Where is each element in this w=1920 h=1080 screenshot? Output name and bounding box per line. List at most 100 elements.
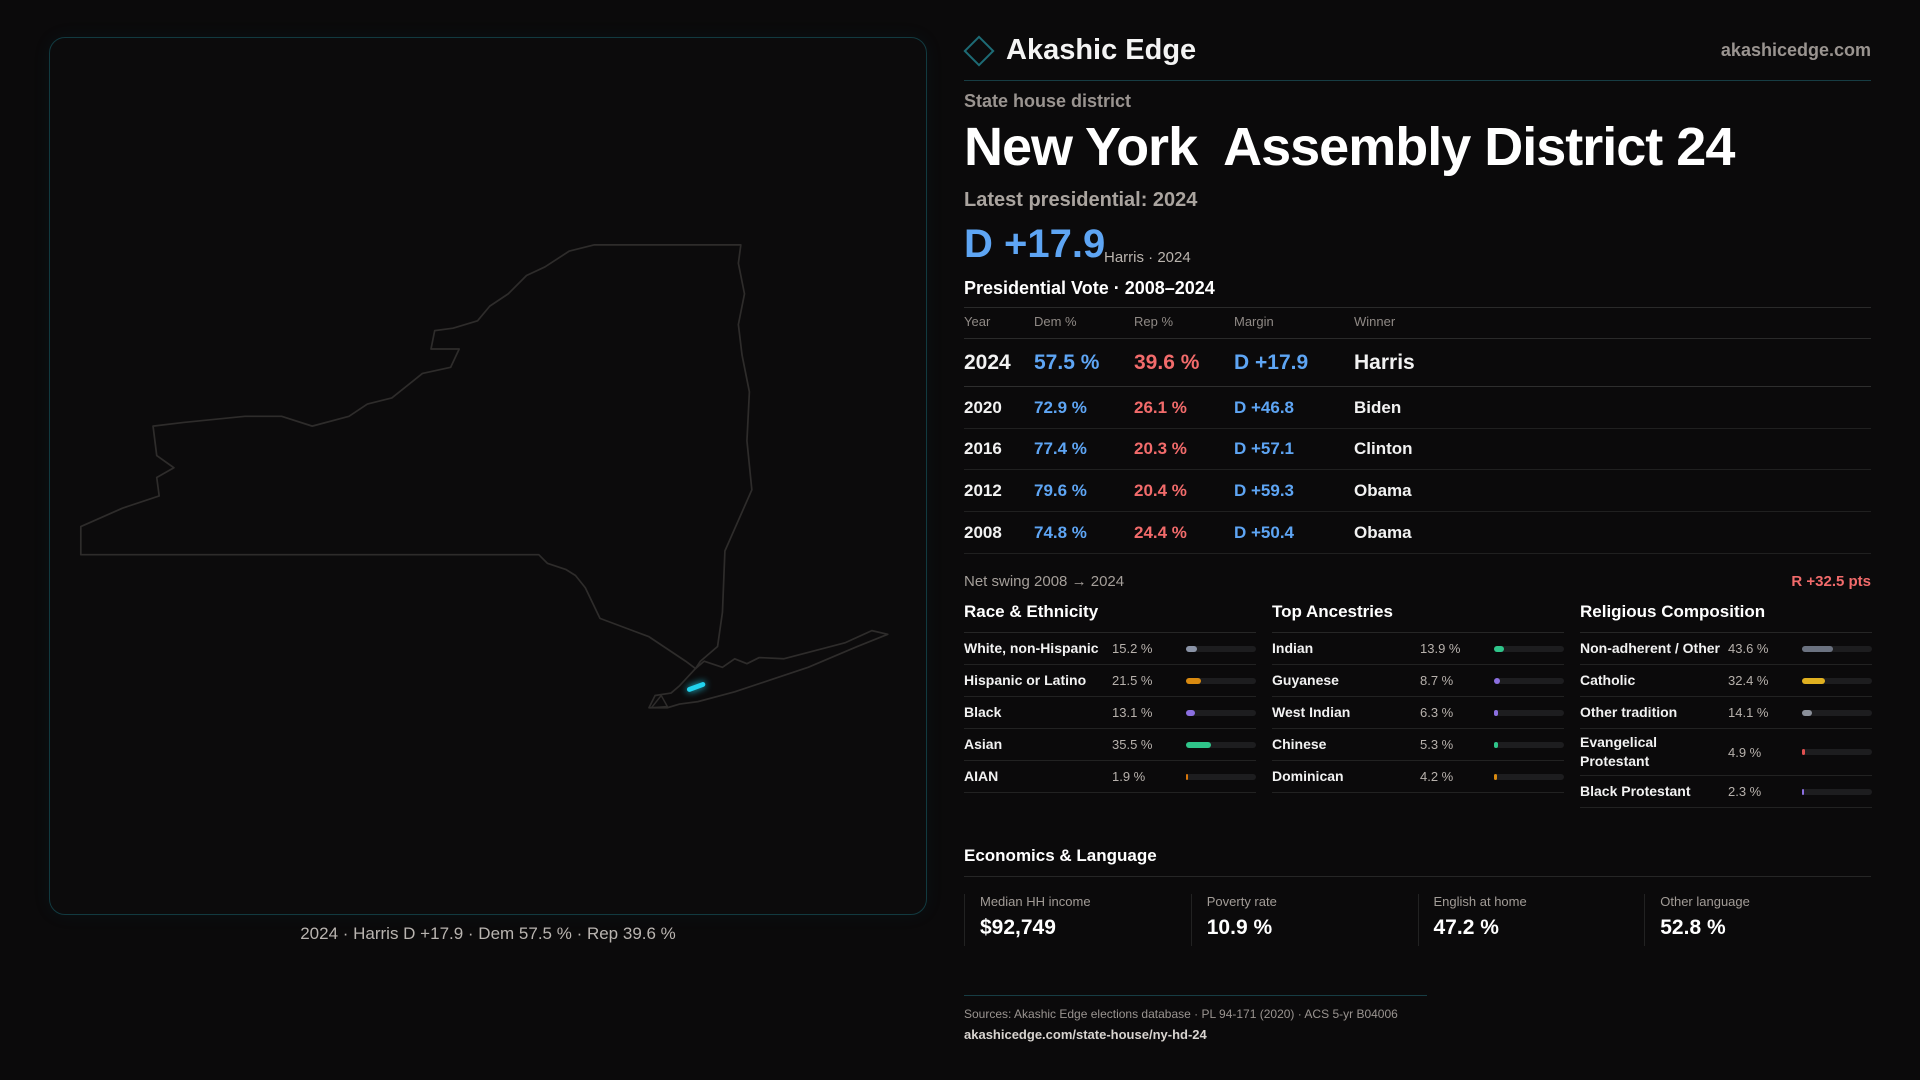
row-label: Catholic xyxy=(1580,672,1636,688)
demographic-row: Chinese 5.3 % xyxy=(1272,729,1564,761)
footer-divider xyxy=(964,995,1427,996)
bar-track xyxy=(1186,773,1256,780)
row-value: 43.6 % xyxy=(1728,641,1769,656)
demographic-row: Guyanese 8.7 % xyxy=(1272,665,1564,697)
stat-card: Other language 52.8 % xyxy=(1644,894,1871,946)
column-header: Winner xyxy=(1354,314,1396,329)
year-cell: 2020 xyxy=(964,398,1002,417)
bar-fill xyxy=(1494,677,1501,684)
bar-fill xyxy=(1186,741,1211,748)
stat-value: $92,749 xyxy=(980,916,1056,939)
table-row[interactable]: 2012 79.6 % 20.4 % D +59.3 Obama xyxy=(964,470,1871,512)
demographic-row: Evangelical Protestant 4.9 % xyxy=(1580,729,1872,776)
demographic-row: Hispanic or Latino 21.5 % xyxy=(964,665,1256,697)
row-label: Black Protestant xyxy=(1580,783,1691,799)
row-value: 5.3 % xyxy=(1420,737,1454,752)
demographic-row: Other tradition 14.1 % xyxy=(1580,697,1872,729)
margin-cell: D +59.3 xyxy=(1234,481,1295,500)
bar-fill xyxy=(1802,749,1806,755)
rep-pct-cell: 20.3 % xyxy=(1134,439,1187,458)
bar-fill xyxy=(1494,773,1497,780)
bar-fill xyxy=(1802,677,1825,684)
row-value: 2.3 % xyxy=(1728,784,1762,799)
row-label: Evangelical Protestant xyxy=(1580,734,1658,769)
table-row[interactable]: 2024 57.5 % 39.6 % D +17.9 Harris xyxy=(964,341,1871,387)
table-row[interactable]: 2008 74.8 % 24.4 % D +50.4 Obama xyxy=(964,512,1871,554)
winner-cell: Biden xyxy=(1354,398,1402,417)
bar-fill xyxy=(1186,773,1188,780)
row-label: Hispanic or Latino xyxy=(964,672,1087,688)
dem-pct-cell: 57.5 % xyxy=(1034,351,1100,374)
bar-track xyxy=(1186,709,1256,716)
divider xyxy=(964,307,1871,308)
row-value: 21.5 % xyxy=(1112,673,1153,688)
stat-value: 10.9 % xyxy=(1206,916,1273,939)
year-cell: 2012 xyxy=(964,481,1002,500)
bar-track xyxy=(1802,749,1872,755)
economics-cards: Median HH income $92,749 Poverty rate 10.9 … xyxy=(964,894,1871,946)
demographic-row: Indian 13.9 % xyxy=(1272,633,1564,665)
rep-pct-cell: 24.4 % xyxy=(1134,523,1187,542)
demographic-row: White, non-Hispanic 15.2 % xyxy=(964,633,1256,665)
section-title: Race & Ethnicity xyxy=(964,602,1256,633)
row-label: White, non-Hispanic xyxy=(964,640,1099,656)
row-value: 13.9 % xyxy=(1420,641,1461,656)
bar-track xyxy=(1186,645,1256,652)
bar-track xyxy=(1186,677,1256,684)
row-label: Guyanese xyxy=(1272,672,1339,688)
net-swing-label: Net swing 2008 → 2024 xyxy=(964,573,1125,590)
margin-cell: D +57.1 xyxy=(1234,439,1295,458)
page-title: New York Assembly District 24 xyxy=(964,117,1735,177)
winner-cell: Clinton xyxy=(1354,439,1413,458)
bar-track xyxy=(1494,709,1564,716)
column-header: Dem % xyxy=(1034,314,1077,329)
site-link[interactable]: akashicedge.com xyxy=(1720,40,1871,60)
bar-track xyxy=(1186,741,1256,748)
table-row[interactable]: 2020 72.9 % 26.1 % D +46.8 Biden xyxy=(964,387,1871,429)
stat-label: Median HH income xyxy=(980,894,1091,909)
row-value: 8.7 % xyxy=(1420,673,1454,688)
rep-pct-cell: 39.6 % xyxy=(1134,351,1200,374)
row-label: Chinese xyxy=(1272,736,1327,752)
bar-track xyxy=(1494,773,1564,780)
dem-pct-cell: 72.9 % xyxy=(1034,398,1087,417)
margin-cell: D +50.4 xyxy=(1234,523,1295,542)
bar-fill xyxy=(1494,645,1504,652)
bar-track xyxy=(1802,709,1872,716)
year-cell: 2008 xyxy=(964,523,1002,542)
demographic-section: Religious Composition Non-adherent / Othe… xyxy=(1580,602,1872,808)
bar-track xyxy=(1802,788,1872,795)
latest-sub: Harris · 2024 xyxy=(1104,249,1191,266)
demographic-row: Black 13.1 % xyxy=(964,697,1256,729)
sources: Sources: Akashic Edge elections database… xyxy=(964,1007,1398,1021)
row-label: Dominican xyxy=(1272,768,1344,784)
demographic-row: Black Protestant 2.3 % xyxy=(1580,776,1872,808)
demographic-row: Asian 35.5 % xyxy=(964,729,1256,761)
stat-label: Poverty rate xyxy=(1206,894,1277,909)
brand: Akashic Edge xyxy=(963,34,1196,67)
bar-fill xyxy=(1802,645,1833,652)
bar-fill xyxy=(1494,709,1499,716)
bar-track xyxy=(1494,645,1564,652)
row-value: 32.4 % xyxy=(1728,673,1769,688)
row-label: AIAN xyxy=(964,768,999,784)
row-label: West Indian xyxy=(1272,704,1351,720)
map-panel[interactable] xyxy=(49,37,927,915)
margin-cell: D +17.9 xyxy=(1234,351,1309,374)
demographic-row: Non-adherent / Other 43.6 % xyxy=(1580,633,1872,665)
demographic-row: AIAN 1.9 % xyxy=(964,761,1256,793)
net-swing-value: R +32.5 pts xyxy=(1791,573,1871,590)
bar-fill xyxy=(1186,645,1197,652)
page-url[interactable]: akashicedge.com/state-house/ny-hd-24 xyxy=(964,1027,1207,1042)
bar-track xyxy=(1802,677,1872,684)
row-label: Indian xyxy=(1272,640,1314,656)
table-row[interactable]: 2016 77.4 % 20.3 % D +57.1 Clinton xyxy=(964,428,1871,470)
column-header: Year xyxy=(964,314,991,329)
year-cell: 2024 xyxy=(964,351,1011,374)
winner-cell: Harris xyxy=(1354,351,1415,374)
stat-label: English at home xyxy=(1433,894,1527,909)
column-header: Margin xyxy=(1234,314,1274,329)
row-value: 4.2 % xyxy=(1420,769,1454,784)
map-caption: 2024 · Harris D +17.9 · Dem 57.5 % · Rep… xyxy=(300,924,676,943)
row-value: 6.3 % xyxy=(1420,705,1454,720)
